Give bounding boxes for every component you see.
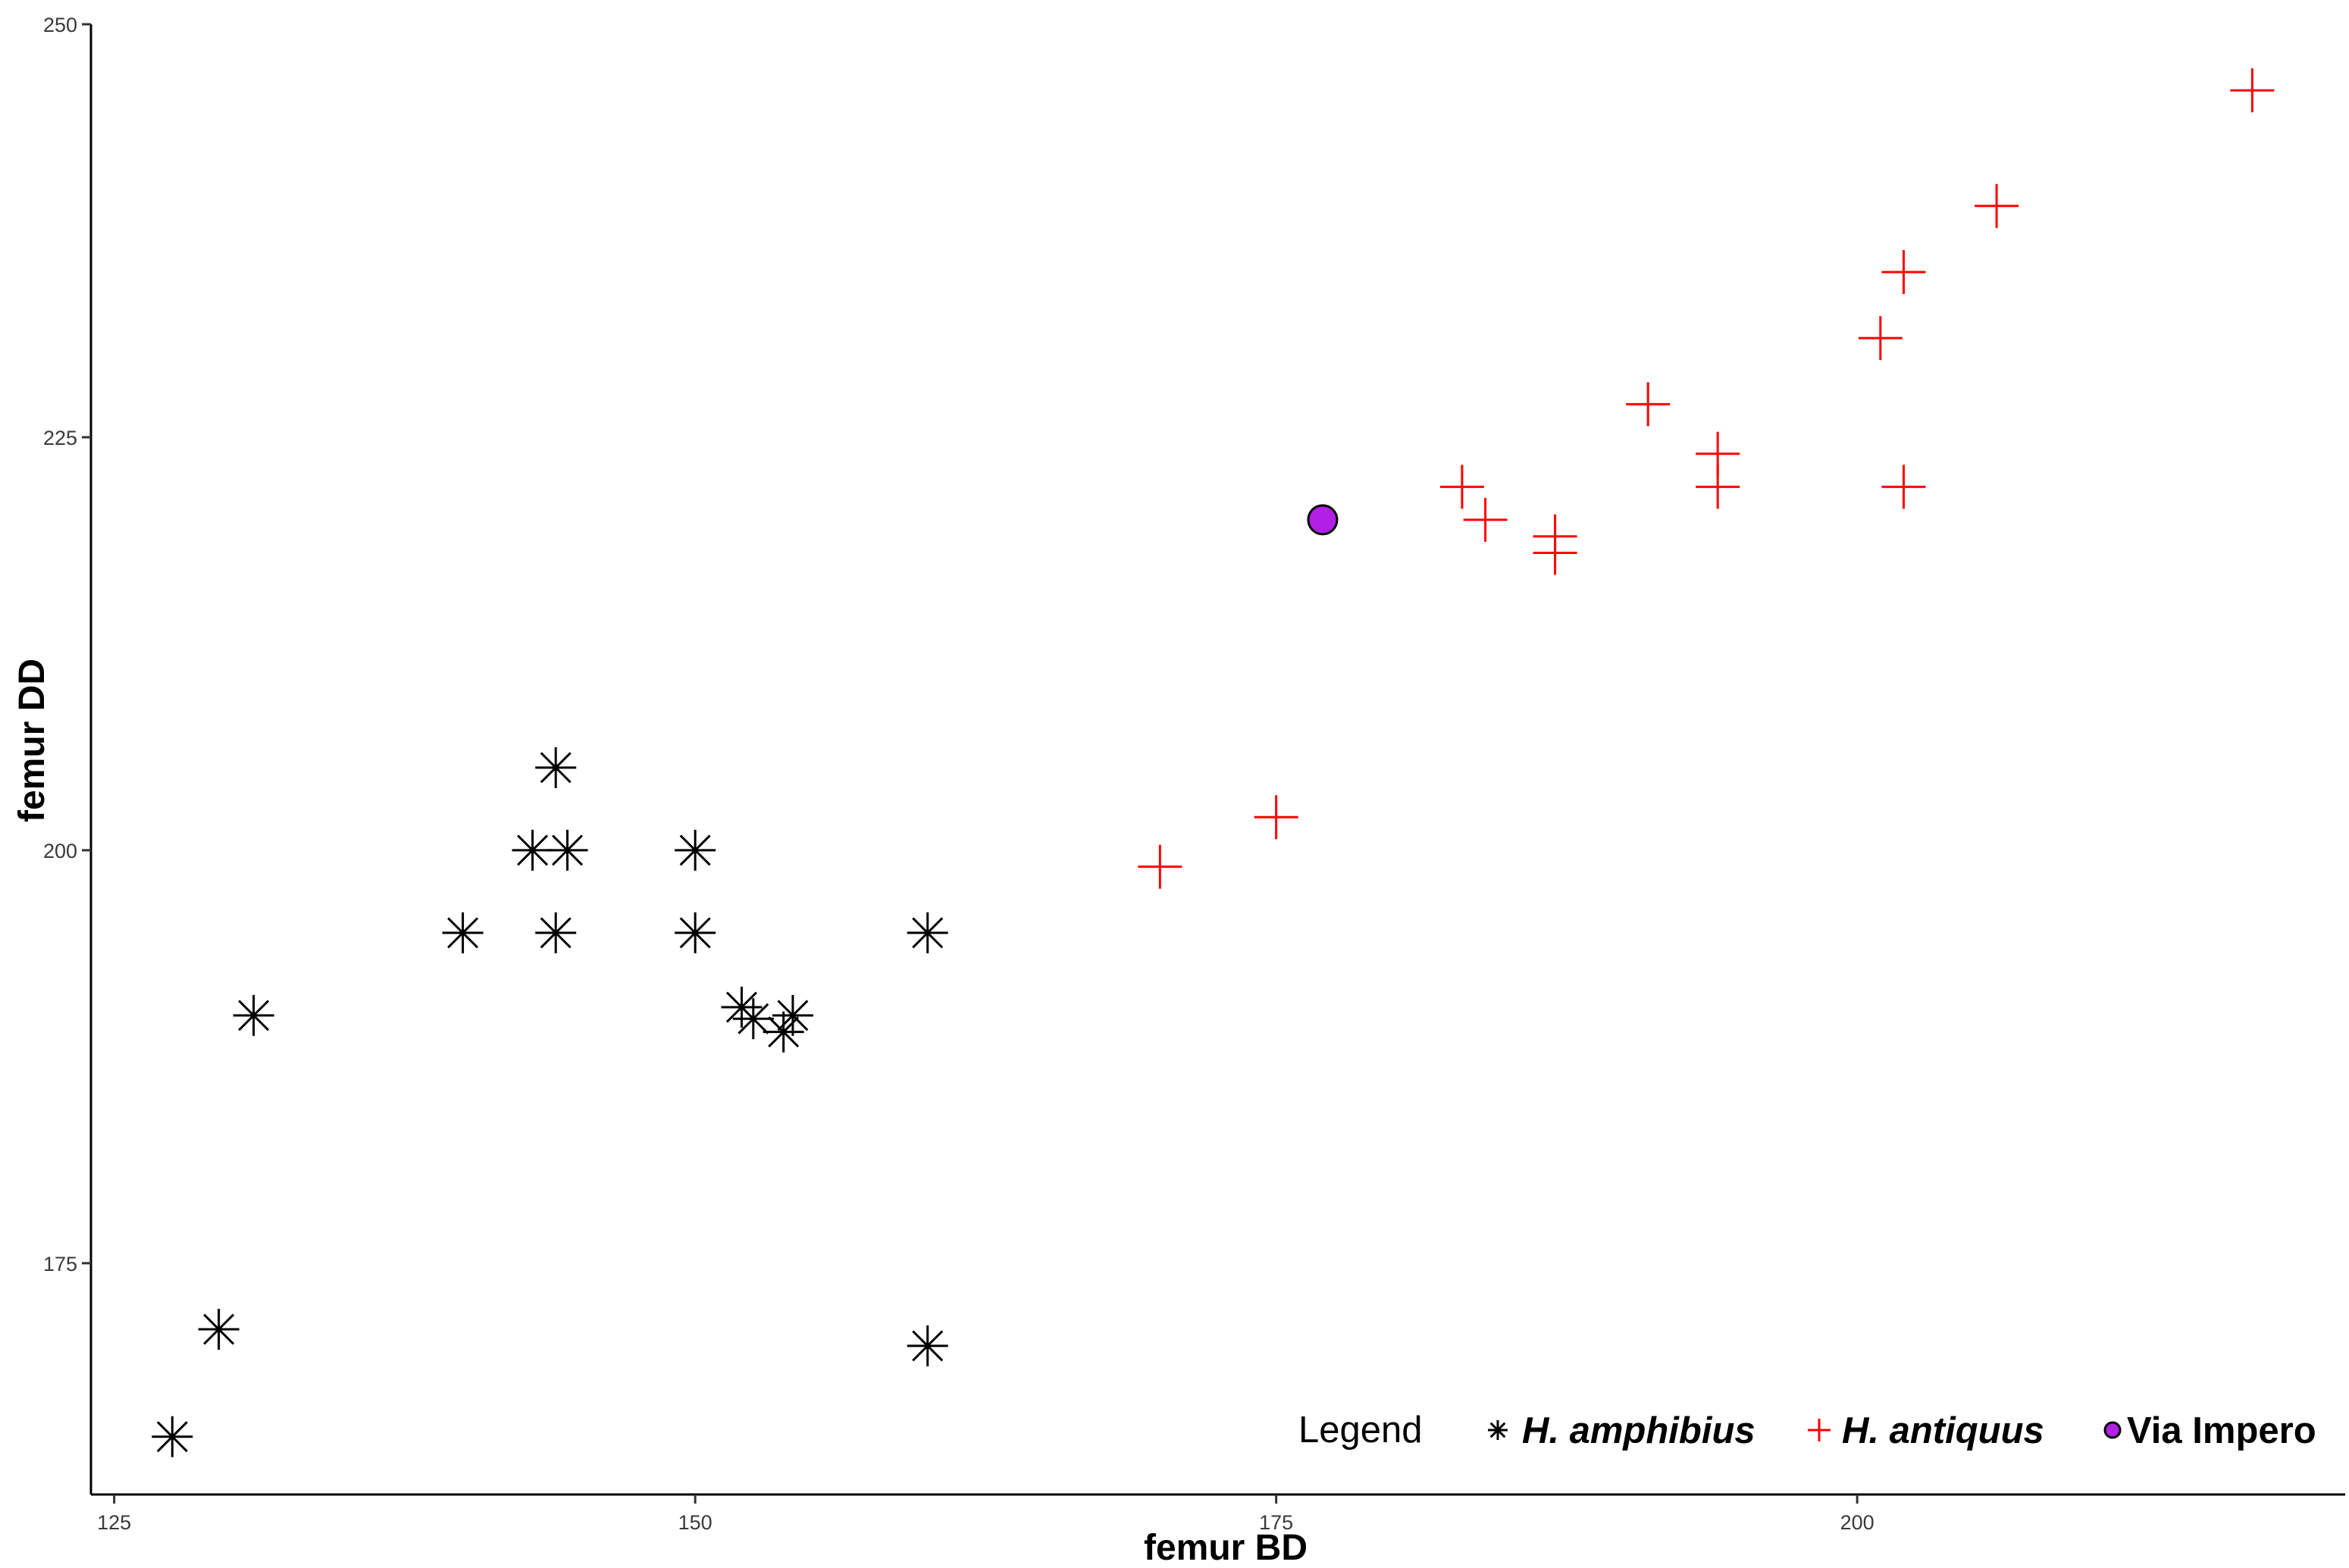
data-point-via-impero <box>1307 504 1339 536</box>
data-point-antiquus <box>1533 530 1577 575</box>
data-point-amphibius <box>535 746 577 788</box>
data-point-amphibius <box>547 829 588 871</box>
data-point-antiquus <box>1881 249 1926 294</box>
y-tick-label: 200 <box>43 840 77 862</box>
y-tick-label: 225 <box>43 427 77 449</box>
data-point-amphibius <box>732 998 774 1040</box>
data-point-amphibius <box>512 829 553 871</box>
data-point-amphibius <box>535 912 577 953</box>
legend-label: H. amphibius <box>1522 1410 1755 1451</box>
legend-label: H. antiquus <box>1842 1410 2044 1451</box>
y-axis-title: femur DD <box>12 659 52 822</box>
data-point-amphibius <box>772 994 813 1036</box>
data-point-antiquus <box>1463 497 1508 542</box>
y-tick-label: 175 <box>43 1253 77 1275</box>
data-point-antiquus <box>2230 68 2275 113</box>
data-point-antiquus <box>1858 316 1903 361</box>
legend-label: Via Impero <box>2127 1410 2316 1451</box>
data-point-amphibius <box>233 994 274 1036</box>
data-points <box>152 68 2275 1457</box>
y-tick-label: 250 <box>43 14 77 36</box>
legend: Legend H. amphibius H. antiquus Via Impero <box>1298 1410 2316 1451</box>
data-point-amphibius <box>907 1325 948 1366</box>
x-axis-title: femur BD <box>1144 1528 1308 1568</box>
data-point-antiquus <box>1696 465 1740 509</box>
x-tick-label: 150 <box>678 1511 713 1534</box>
data-point-amphibius <box>907 912 948 953</box>
legend-entries: H. amphibius H. antiquus Via Impero <box>1488 1410 2316 1451</box>
legend-key-amphibius <box>1488 1420 1508 1440</box>
x-tick-label: 175 <box>1259 1511 1293 1534</box>
data-point-antiquus <box>1138 844 1182 889</box>
data-point-amphibius <box>152 1416 193 1457</box>
data-point-amphibius <box>675 912 716 953</box>
x-axis-ticks: 125 150 175 200 <box>97 1494 1875 1534</box>
legend-title: Legend <box>1298 1410 1423 1451</box>
x-tick-label: 200 <box>1840 1511 1875 1534</box>
data-point-antiquus <box>1881 465 1926 509</box>
x-tick-label: 125 <box>97 1511 131 1534</box>
data-point-amphibius <box>198 1309 240 1350</box>
data-point-amphibius <box>763 1011 804 1053</box>
legend-key-via-impero <box>2103 1421 2122 1439</box>
data-point-antiquus <box>1626 382 1671 427</box>
data-point-antiquus <box>1254 795 1298 840</box>
data-point-antiquus <box>1439 465 1484 509</box>
axes <box>89 24 2345 1496</box>
legend-key-antiquus <box>1808 1419 1831 1441</box>
y-axis-ticks: 175 200 225 250 <box>43 14 91 1275</box>
data-point-antiquus <box>1975 183 2019 228</box>
data-point-amphibius <box>442 912 484 953</box>
data-point-amphibius <box>675 829 716 871</box>
